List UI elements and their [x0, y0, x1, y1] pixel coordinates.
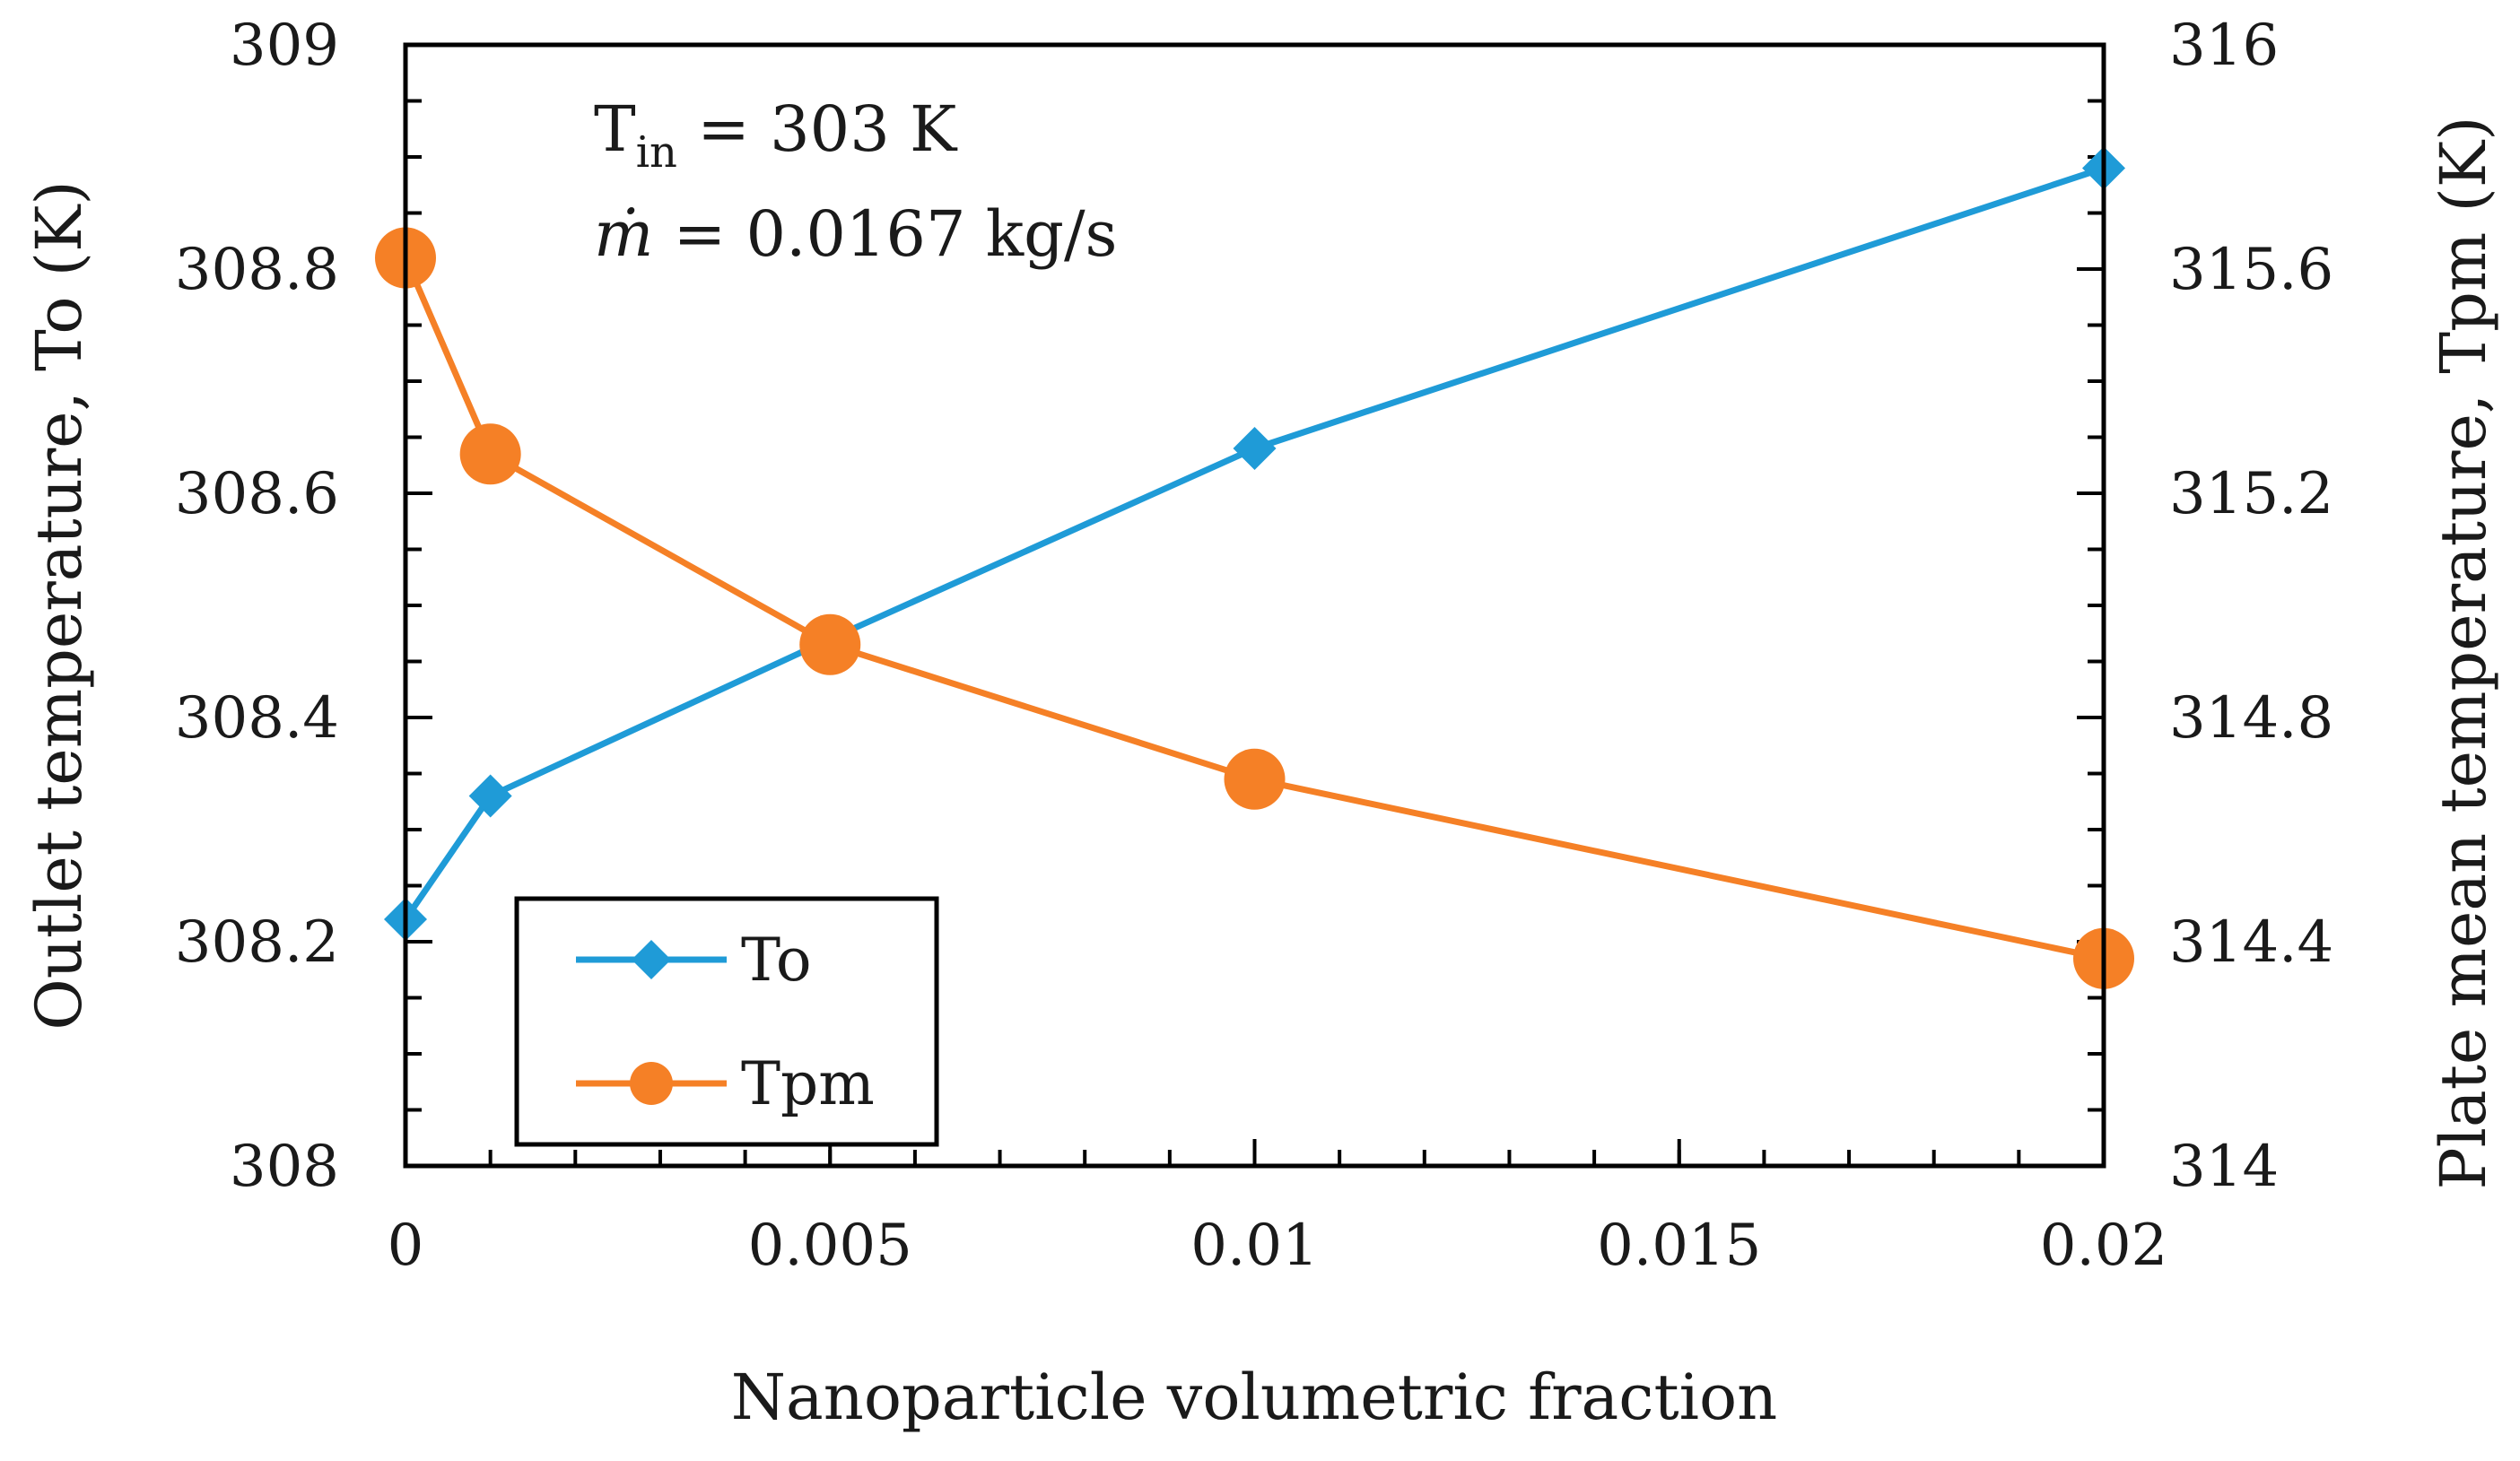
y-right-tick-label: 314	[2169, 1134, 2279, 1200]
y-left-tick-label: 308.2	[175, 909, 339, 976]
inlet-temperature-annotation: Tin = 303 K	[594, 92, 958, 178]
series-layer	[375, 146, 2134, 989]
legend: To Tpm	[514, 896, 939, 1147]
y-left-tick-label: 308	[230, 1134, 339, 1200]
x-tick-label: 0.02	[2040, 1213, 2168, 1279]
tpm-data-point	[799, 613, 861, 675]
legend-to-label: To	[741, 926, 812, 995]
legend-tpm-label: Tpm	[741, 1049, 875, 1118]
to-data-point	[468, 774, 512, 818]
to-data-point	[1233, 427, 1277, 470]
tpm-data-point	[459, 423, 521, 485]
x-tick-label: 0	[388, 1213, 424, 1279]
tpm-series-line	[402, 257, 2105, 962]
y-left-axis-title: Outlet temperature, To (K)	[22, 180, 96, 1030]
x-axis-title: Nanoparticle volumetric fraction	[731, 1361, 1777, 1434]
tpm-data-point	[1224, 748, 1286, 810]
y-left-tick-label: 308.6	[175, 461, 339, 527]
tin-symbol: T	[594, 92, 636, 166]
tin-value: = 303 K	[677, 92, 958, 166]
y-right-tick-label: 314.4	[2169, 909, 2333, 976]
mdot-value: = 0.0167 kg/s	[653, 197, 1117, 271]
legend-tpm-marker	[630, 1062, 673, 1105]
y-right-tick-label: 315.2	[2169, 461, 2333, 527]
y-right-tick-label: 315.6	[2169, 237, 2333, 303]
legend-box	[514, 896, 939, 1147]
x-tick-label: 0.005	[748, 1213, 912, 1279]
y-left-tick-label: 309	[230, 13, 339, 79]
plot-frame	[403, 42, 2106, 1169]
y-right-tick-label: 314.8	[2169, 685, 2333, 752]
y-left-tick-label: 308.8	[175, 237, 339, 303]
tin-subscript: in	[636, 127, 677, 178]
y-left-tick-label: 308.4	[175, 685, 339, 752]
y-right-tick-label: 316	[2169, 13, 2279, 79]
mass-flow-annotation: ṁ = 0.0167 kg/s	[594, 197, 1117, 271]
x-tick-label: 0.015	[1597, 1213, 1761, 1279]
ticks-layer: 0 0.005 0.01 0.015 0.02 308 308.2 308.4 308.6 308…	[175, 13, 2333, 1279]
mdot-symbol: ṁ	[594, 197, 653, 271]
x-tick-label: 0.01	[1190, 1213, 1319, 1279]
y-right-axis-title: Plate mean temperature, Tpm (K)	[2427, 117, 2500, 1190]
legend-to-marker	[632, 940, 671, 979]
